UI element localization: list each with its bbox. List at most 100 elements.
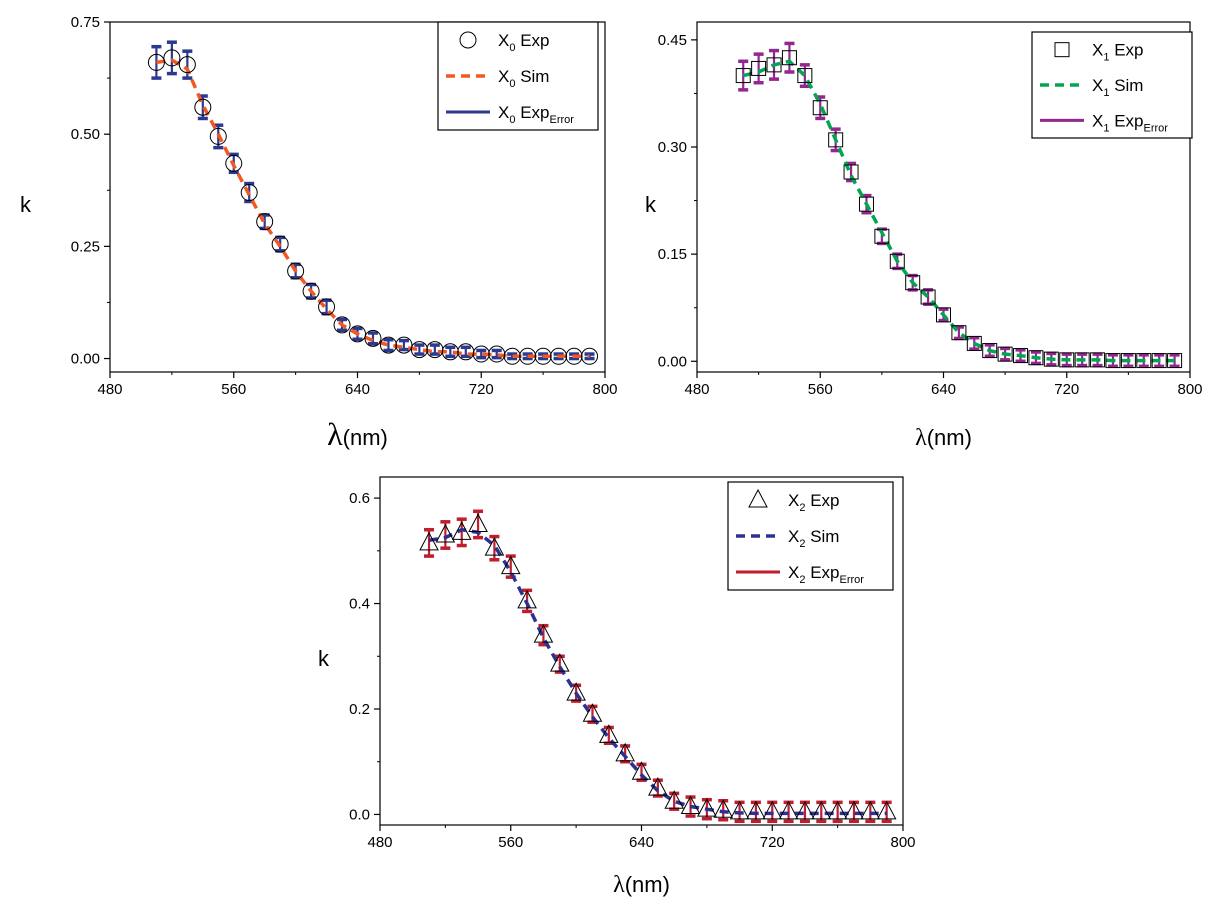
exp-data-point	[598, 724, 619, 743]
exp-data-point	[1136, 353, 1152, 369]
x-tick-label: 720	[760, 834, 785, 851]
exp-data-point	[697, 798, 717, 817]
exp-data-point	[410, 341, 428, 359]
legend-label-sub: 2	[799, 502, 805, 514]
exp-data-point	[178, 56, 196, 74]
exp-data-point	[860, 800, 881, 820]
legend-label-prefix: X	[1092, 76, 1103, 95]
legend-label-sub: 1	[1103, 52, 1109, 64]
legend-label: X2 Exp	[788, 491, 840, 514]
sim-series-line	[156, 58, 590, 359]
x-tick-label: 800	[592, 381, 617, 398]
exp-data-point	[1043, 351, 1059, 367]
legend-label-sub: 1	[1103, 87, 1109, 99]
x-tick-label: 640	[931, 381, 956, 398]
exp-data-point	[781, 50, 797, 66]
legend-label-prefix: X	[788, 491, 799, 510]
x-tick-label: 560	[498, 834, 523, 851]
x-tick-label: 640	[629, 834, 654, 851]
y-tick-label: 0.15	[658, 246, 687, 263]
legend-label: X2 Sim	[788, 527, 839, 550]
exp-data-point	[812, 100, 828, 116]
legend-item: X1 Sim	[1040, 76, 1143, 99]
exp-data-point	[225, 154, 243, 172]
exp-data-point	[735, 68, 751, 84]
exp-data-point	[982, 343, 998, 359]
error-bar	[753, 52, 764, 85]
exp-data-point	[549, 653, 570, 672]
legend-label-prefix: X	[498, 67, 509, 86]
y-axis-label: k	[20, 192, 32, 217]
legend-label-text: Exp	[805, 563, 839, 582]
y-axis-label: k	[318, 646, 330, 671]
x-tick-label: 480	[97, 381, 122, 398]
exp-data-point	[349, 325, 366, 343]
exp-data-point	[582, 703, 603, 722]
exp-data-point	[874, 228, 890, 244]
exp-data-point	[766, 57, 782, 73]
exp-data-point	[256, 213, 274, 231]
exp-data-point	[364, 329, 382, 347]
y-tick-label: 0.00	[658, 353, 687, 370]
error-bar	[460, 345, 471, 359]
x-axis-label-symbol: λ	[915, 425, 927, 451]
y-tick-label: 0.4	[349, 596, 370, 613]
x-axis-label: λ(nm)	[613, 872, 670, 898]
exp-data-point	[1090, 352, 1106, 368]
sim-series-line	[742, 59, 1175, 363]
exp-data-point	[664, 790, 685, 809]
panel-x0: 480 560 640 720 800 0.00 0.25 0.50 0.75 k λ(nm) X0 …	[20, 14, 618, 452]
exp-data-point	[713, 799, 734, 818]
y-axis-label: k	[645, 192, 657, 217]
legend-label-sub: 1	[1103, 122, 1109, 134]
error-bar	[669, 791, 680, 811]
exp-data-point	[876, 800, 897, 820]
exp-data-point	[844, 800, 864, 820]
legend-item: X2 ExpError	[736, 563, 864, 586]
legend-label-text-sub: Error	[1144, 122, 1169, 134]
y-tick-label: 0.00	[71, 351, 100, 368]
exp-data-point	[778, 800, 799, 820]
error-bar	[652, 778, 663, 798]
exp-data-point	[1028, 350, 1044, 366]
exp-data-point	[441, 343, 459, 361]
exp-data-point	[451, 521, 472, 540]
exp-data-point	[533, 624, 554, 643]
legend-label-sub: 2	[799, 574, 805, 586]
legend-item: X1 Exp	[1054, 41, 1144, 64]
exp-data-point	[762, 800, 783, 820]
exp-data-point	[1120, 353, 1136, 369]
x-tick-label: 480	[367, 834, 392, 851]
error-bar	[398, 338, 409, 352]
legend-label-text: Exp	[1109, 41, 1143, 60]
legend-label: X1 Exp	[1092, 41, 1144, 64]
error-bar	[445, 345, 456, 359]
error-bar	[383, 337, 394, 353]
x-tick-label: 720	[1054, 381, 1079, 398]
exp-data-point	[729, 800, 750, 820]
legend-label-prefix: X	[498, 103, 509, 122]
exp-data-point	[751, 60, 767, 76]
y-tick-label: 0.2	[349, 701, 370, 718]
exp-data-point	[631, 761, 652, 780]
x-axis-label: λ(nm)	[327, 416, 388, 452]
error-bar	[507, 352, 518, 361]
legend-item: X0 Sim	[446, 67, 549, 90]
exp-data-point	[435, 523, 456, 543]
exp-data-point	[827, 800, 848, 820]
legend-marker	[459, 31, 477, 49]
exp-data-point	[468, 513, 488, 532]
x-axis-label-symbol: λ	[613, 872, 625, 898]
legend-item: X0 Exp	[459, 31, 550, 54]
legend-item: X1 ExpError	[1040, 111, 1168, 134]
exp-data-point	[1013, 348, 1029, 364]
error-bar	[456, 517, 467, 548]
exp-data-point	[1059, 352, 1075, 368]
x-tick-label: 560	[808, 381, 833, 398]
exp-data-point	[379, 336, 397, 354]
panel-x1: 480 560 640 720 800 0.00 0.15 0.30 0.45 k λ(nm) X1 …	[645, 21, 1203, 451]
exp-data-point	[843, 164, 859, 180]
